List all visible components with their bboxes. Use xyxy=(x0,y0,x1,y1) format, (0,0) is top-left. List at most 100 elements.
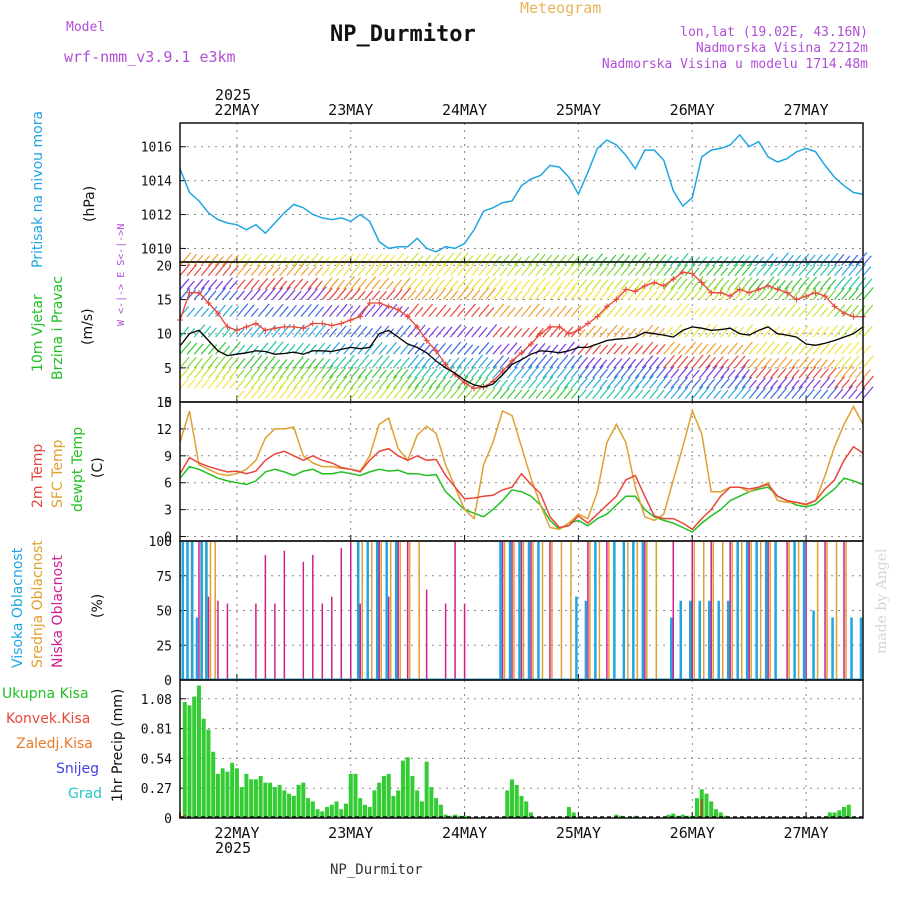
wind-barb xyxy=(506,307,516,318)
wind-barb xyxy=(791,385,803,399)
wind-barb xyxy=(513,267,522,277)
wind-barb xyxy=(812,264,824,277)
wind-barb xyxy=(706,357,716,369)
wind-barb xyxy=(684,341,696,355)
wind-barb xyxy=(834,287,845,300)
wind-barb xyxy=(592,387,603,399)
wind-barb xyxy=(385,359,394,369)
wind-barb xyxy=(257,378,268,389)
wind-barb xyxy=(464,357,474,369)
wind-barb xyxy=(798,388,808,399)
wind-barb xyxy=(862,355,874,369)
wind-barb xyxy=(464,255,474,266)
wind-barb xyxy=(606,254,617,266)
wind-barb xyxy=(549,286,562,300)
wind-barb xyxy=(357,266,366,277)
wind-barb xyxy=(734,355,746,369)
wind-barb xyxy=(670,290,679,300)
precip-bar xyxy=(201,718,206,818)
wind-barb xyxy=(812,303,825,318)
precip-bar xyxy=(837,810,842,818)
wind-barb xyxy=(770,267,779,277)
wind-barb xyxy=(243,355,255,369)
wind-barb xyxy=(521,357,531,369)
footer-title: NP_Durmitor xyxy=(330,862,423,878)
wind-barb xyxy=(357,368,367,379)
wind-barb xyxy=(563,388,573,399)
precip-bar xyxy=(339,809,344,818)
wind-barb xyxy=(243,267,252,277)
wind-barb xyxy=(243,376,254,389)
wind-barb xyxy=(713,307,722,318)
panel-frame-precip xyxy=(179,679,864,819)
wind-barb xyxy=(713,326,723,338)
precip-bar xyxy=(381,776,386,818)
wind-barb xyxy=(222,253,233,266)
wind-barb xyxy=(449,280,459,290)
precip-bar xyxy=(343,803,349,818)
wind-barb xyxy=(435,376,447,389)
wind-barb xyxy=(264,387,276,399)
wind-barb xyxy=(585,266,594,277)
wind-barb xyxy=(357,325,368,338)
wind-barb xyxy=(371,253,383,266)
wind-barb xyxy=(464,326,474,338)
wind-barb xyxy=(755,256,765,266)
wind-barb xyxy=(791,327,801,338)
wind-barb xyxy=(499,379,508,389)
wind-barb xyxy=(328,385,341,399)
wind-barb xyxy=(585,279,595,290)
wind-barb xyxy=(364,359,373,369)
wind-barb xyxy=(805,303,818,318)
wind-barb xyxy=(257,388,267,399)
wind-barb xyxy=(343,386,354,399)
wind-barb xyxy=(634,389,644,399)
wind-barb xyxy=(826,252,839,266)
precip-bar xyxy=(329,804,334,818)
wind-barb xyxy=(670,368,680,379)
wind-barb xyxy=(791,254,802,266)
precip-bar xyxy=(211,751,216,818)
wind-barb xyxy=(471,354,484,369)
wind-barb xyxy=(755,340,768,355)
wind-barb xyxy=(862,278,873,290)
wind-barb xyxy=(812,280,821,290)
wind-barb xyxy=(179,263,191,277)
gust-marker xyxy=(527,340,534,347)
wind-barb xyxy=(442,266,452,277)
wind-barb xyxy=(862,344,872,355)
wind-barb xyxy=(691,256,701,266)
wind-barb xyxy=(563,306,573,318)
wind-barb xyxy=(506,378,517,389)
wind-barb xyxy=(264,306,274,318)
wind-barb xyxy=(200,262,213,277)
series-line-2m-temp xyxy=(179,445,864,531)
gust-marker xyxy=(632,288,639,295)
wind-barb xyxy=(321,358,331,369)
wind-barb xyxy=(706,364,718,379)
wind-barb xyxy=(727,386,739,399)
wind-barb xyxy=(492,278,503,290)
wind-barb xyxy=(250,387,261,399)
wind-barb xyxy=(421,344,431,355)
wind-barb xyxy=(798,253,810,266)
wind-barb xyxy=(535,267,544,277)
year-top: 2025 xyxy=(215,86,252,104)
wind-barb xyxy=(848,304,859,318)
wind-barb xyxy=(826,289,837,300)
wind-barb xyxy=(727,326,738,338)
wind-barb xyxy=(243,304,255,318)
gust-marker xyxy=(414,323,421,330)
wind-barb xyxy=(535,277,547,290)
wind-barb xyxy=(841,356,852,369)
legend-convective-rain: Konvek.Kisa xyxy=(6,711,91,727)
y-tick-label: 6 xyxy=(164,477,172,492)
wind-barb xyxy=(563,253,575,266)
wind-barb xyxy=(215,341,227,355)
wind-barb xyxy=(620,377,631,389)
wind-barb xyxy=(606,343,617,355)
y-tick-label: 75 xyxy=(156,570,172,585)
wind-barb xyxy=(805,388,815,399)
wind-barb xyxy=(350,367,360,379)
precip-bar xyxy=(291,795,296,818)
